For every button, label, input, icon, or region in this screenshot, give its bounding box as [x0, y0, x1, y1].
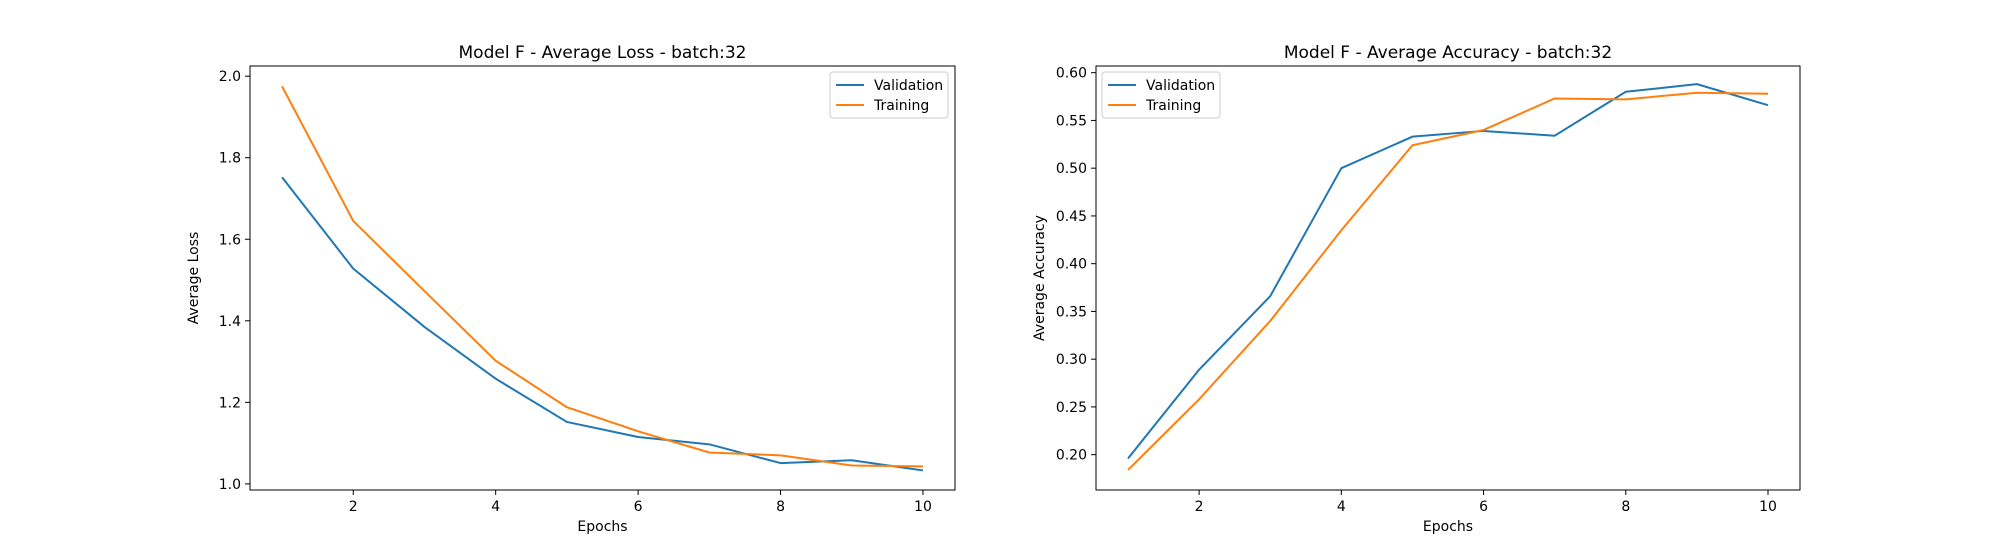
- chart-title: Model F - Average Loss - batch:32: [459, 43, 747, 63]
- y-tick-label: 0.50: [1056, 161, 1087, 177]
- legend-box: [829, 71, 949, 119]
- x-tick-label: 10: [1759, 499, 1777, 515]
- x-tick-label: 4: [491, 499, 500, 515]
- x-axis-label: Epochs: [577, 519, 627, 535]
- series-line-training: [1127, 91, 1769, 471]
- legend-label-training: Training: [873, 98, 929, 114]
- y-tick-label: 0.60: [1056, 66, 1087, 82]
- legend-label-validation: Validation: [874, 78, 943, 94]
- y-tick-label: 1.6: [219, 232, 241, 248]
- accuracy-chart: Model F - Average Accuracy - batch:32 2 4 6…: [1032, 43, 1801, 535]
- y-tick-label: 1.8: [219, 151, 241, 167]
- y-tick-label: 0.35: [1056, 304, 1087, 320]
- y-axis-label: Average Accuracy: [1032, 215, 1048, 341]
- x-tick-label: 2: [349, 499, 358, 515]
- x-tick-label: 10: [914, 499, 932, 515]
- chart-title: Model F - Average Accuracy - batch:32: [1284, 43, 1612, 63]
- y-tick-label: 0.55: [1056, 113, 1087, 129]
- plot-frame: [249, 65, 956, 491]
- y-tick-label: 0.40: [1056, 257, 1087, 273]
- y-tick-label: 2.0: [219, 69, 241, 85]
- legend-label-training: Training: [1145, 98, 1201, 114]
- plot-frame: [1095, 65, 1801, 491]
- legend-box: [1101, 71, 1221, 119]
- x-tick-label: 8: [776, 499, 785, 515]
- y-tick-label: 0.45: [1056, 209, 1087, 225]
- y-tick-label: 0.20: [1056, 448, 1087, 464]
- series-line-validation: [281, 176, 924, 472]
- y-tick-label: 1.0: [219, 477, 241, 493]
- y-tick-label: 1.4: [219, 314, 241, 330]
- y-tick-label: 0.25: [1056, 400, 1087, 416]
- x-tick-label: 2: [1195, 499, 1204, 515]
- x-tick-label: 6: [1479, 499, 1488, 515]
- x-tick-label: 6: [634, 499, 643, 515]
- legend: Validation Training: [1101, 71, 1221, 119]
- y-axis-label: Average Loss: [186, 232, 202, 325]
- series-line-validation: [1127, 83, 1769, 460]
- loss-chart: Model F - Average Loss - batch:32 2 4 6 8 10 1…: [186, 43, 956, 535]
- y-tick-label: 0.30: [1056, 352, 1087, 368]
- legend-label-validation: Validation: [1146, 78, 1215, 94]
- x-axis-label: Epochs: [1423, 519, 1473, 535]
- x-tick-label: 8: [1621, 499, 1630, 515]
- series-line-training: [281, 85, 923, 468]
- legend: Validation Training: [829, 71, 949, 119]
- y-tick-label: 1.2: [219, 395, 241, 411]
- x-tick-label: 4: [1337, 499, 1346, 515]
